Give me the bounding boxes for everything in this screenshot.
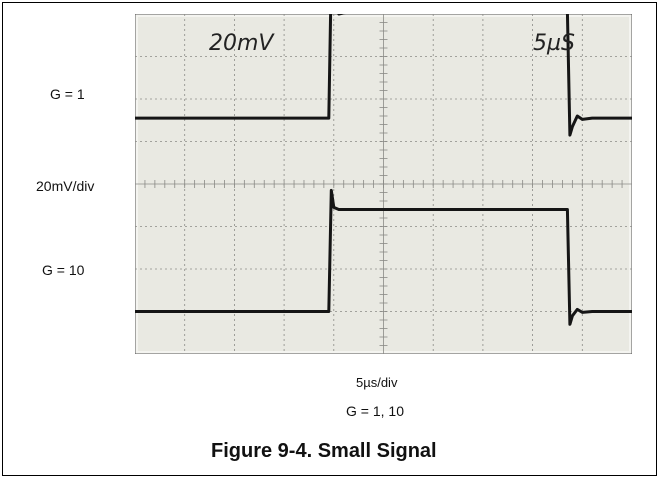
- trace-series-1: [135, 14, 632, 137]
- volts-annotation: 20mV: [209, 31, 275, 56]
- bottom-gain-label: G = 10: [42, 262, 85, 278]
- traces: [135, 14, 632, 326]
- oscilloscope-screen: 20mV 5µS: [135, 14, 632, 354]
- figure-caption: Figure 9-4. Small Signal: [211, 440, 437, 462]
- trace-series-2: [135, 188, 632, 326]
- figure-frame: [2, 2, 657, 476]
- gain-label: G = 1, 10: [346, 403, 404, 419]
- graticule: [135, 14, 632, 354]
- top-gain-label: G = 1: [50, 86, 85, 102]
- time-scale-label: 5µs/div: [356, 375, 398, 390]
- time-annotation: 5µS: [533, 31, 575, 56]
- scale-label: 20mV/div: [36, 178, 95, 194]
